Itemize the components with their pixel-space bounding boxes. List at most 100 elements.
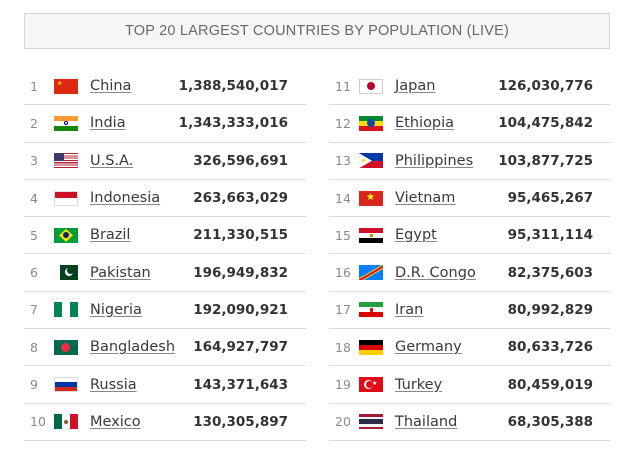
mexico-flag-icon (54, 414, 78, 430)
ranking-column-right: 11 Japan 126,030,776 12 Ethiopia 104,475,842… (329, 68, 611, 441)
philippines-flag-icon (359, 153, 383, 169)
country-link[interactable]: Nigeria (90, 301, 142, 318)
population-value: 103,877,725 (498, 152, 593, 169)
population-value: 192,090,921 (193, 301, 288, 318)
country-link[interactable]: Germany (395, 339, 462, 356)
table-row: 8 Bangladesh 164,927,797 (24, 329, 306, 367)
country-link[interactable]: D.R. Congo (395, 264, 476, 281)
country-link[interactable]: Ethiopia (395, 115, 455, 132)
rank-number: 9 (30, 377, 38, 393)
country-link[interactable]: Iran (395, 301, 424, 318)
population-value: 143,371,643 (193, 376, 288, 393)
table-row: 5 Brazil 211,330,515 (24, 217, 306, 255)
usa-flag-icon (54, 153, 78, 169)
population-value: 80,633,726 (507, 339, 593, 356)
population-value: 80,459,019 (507, 376, 593, 393)
rank-number: 16 (335, 265, 351, 281)
country-link[interactable]: U.S.A. (90, 152, 134, 169)
table-row: 20 Thailand 68,305,388 (329, 404, 611, 441)
vietnam-flag-icon: ★ (359, 190, 383, 206)
country-link[interactable]: Bangladesh (90, 339, 176, 356)
population-value: 95,465,267 (507, 190, 593, 207)
rank-number: 10 (30, 414, 46, 430)
rank-number: 7 (30, 302, 38, 318)
country-link[interactable]: Thailand (395, 413, 458, 430)
country-link[interactable]: Brazil (90, 227, 131, 244)
table-row: 9 Russia 143,371,643 (24, 366, 306, 404)
table-row: 19 ★ Turkey 80,459,019 (329, 366, 611, 404)
country-link[interactable]: Philippines (395, 152, 474, 169)
bangladesh-flag-icon (54, 339, 78, 355)
rank-number: 19 (335, 377, 351, 393)
rank-number: 4 (30, 190, 38, 206)
egypt-flag-icon (359, 227, 383, 243)
rank-number: 13 (335, 153, 351, 169)
india-flag-icon (54, 115, 78, 131)
rank-number: 11 (335, 78, 351, 94)
brazil-flag-icon (54, 227, 78, 243)
table-row: 14 ★ Vietnam 95,465,267 (329, 180, 611, 218)
country-link[interactable]: Indonesia (90, 190, 161, 207)
population-value: 1,343,333,016 (178, 115, 288, 132)
table-row: 13 Philippines 103,877,725 (329, 143, 611, 180)
population-value: 130,305,897 (193, 413, 288, 430)
population-value: 104,475,842 (498, 115, 593, 132)
table-row: 16 D.R. Congo 82,375,603 (329, 254, 611, 292)
population-value: 80,992,829 (507, 301, 593, 318)
indonesia-flag-icon (54, 190, 78, 206)
nigeria-flag-icon (54, 302, 78, 318)
population-value: 68,305,388 (507, 413, 593, 430)
rank-number: 5 (30, 227, 38, 243)
population-value: 95,311,114 (507, 227, 593, 244)
country-link[interactable]: Vietnam (395, 190, 456, 207)
rank-number: 15 (335, 227, 351, 243)
dr-congo-flag-icon (359, 265, 383, 281)
country-link[interactable]: Pakistan (90, 264, 151, 281)
population-value: 263,663,029 (193, 190, 288, 207)
russia-flag-icon (54, 377, 78, 393)
rank-number: 17 (335, 302, 351, 318)
country-link[interactable]: Turkey (395, 376, 443, 393)
population-value: 1,388,540,017 (178, 78, 288, 95)
population-value: 196,949,832 (193, 264, 288, 281)
japan-flag-icon (359, 78, 383, 94)
ethiopia-flag-icon (359, 115, 383, 131)
rank-number: 1 (30, 78, 38, 94)
country-link[interactable]: Russia (90, 376, 137, 393)
turkey-flag-icon: ★ (359, 377, 383, 393)
table-row: 2 India 1,343,333,016 (24, 105, 306, 143)
thailand-flag-icon (359, 414, 383, 430)
rank-number: 14 (335, 190, 351, 206)
title-banner: TOP 20 LARGEST COUNTRIES BY POPULATION (… (24, 13, 610, 49)
table-row: 18 Germany 80,633,726 (329, 329, 611, 367)
rank-number: 8 (30, 339, 38, 355)
rank-number: 12 (335, 115, 351, 131)
country-link[interactable]: Japan (395, 78, 436, 95)
table-row: 7 Nigeria 192,090,921 (24, 292, 306, 330)
rank-number: 6 (30, 265, 38, 281)
population-value: 326,596,691 (193, 152, 288, 169)
table-row: 1 ★ China 1,388,540,017 (24, 68, 306, 106)
table-row: 10 Mexico 130,305,897 (24, 404, 306, 441)
population-value: 164,927,797 (193, 339, 288, 356)
country-link[interactable]: Mexico (90, 413, 141, 430)
country-link[interactable]: China (90, 78, 132, 95)
table-row: 11 Japan 126,030,776 (329, 68, 611, 106)
country-link[interactable]: Egypt (395, 227, 437, 244)
table-row: 4 Indonesia 263,663,029 (24, 180, 306, 218)
rank-number: 20 (335, 414, 351, 430)
china-flag-icon: ★ (54, 78, 78, 94)
population-value: 211,330,515 (193, 227, 288, 244)
table-row: 12 Ethiopia 104,475,842 (329, 105, 611, 143)
iran-flag-icon (359, 302, 383, 318)
ranking-column-left: 1 ★ China 1,388,540,017 2 India 1,343,333,016… (24, 68, 306, 441)
germany-flag-icon (359, 339, 383, 355)
population-value: 82,375,603 (507, 264, 593, 281)
rank-number: 3 (30, 153, 38, 169)
population-value: 126,030,776 (498, 78, 593, 95)
table-row: 6 Pakistan 196,949,832 (24, 254, 306, 292)
rank-number: 18 (335, 339, 351, 355)
country-link[interactable]: India (90, 115, 126, 132)
table-row: 15 Egypt 95,311,114 (329, 217, 611, 255)
table-row: 17 Iran 80,992,829 (329, 292, 611, 330)
